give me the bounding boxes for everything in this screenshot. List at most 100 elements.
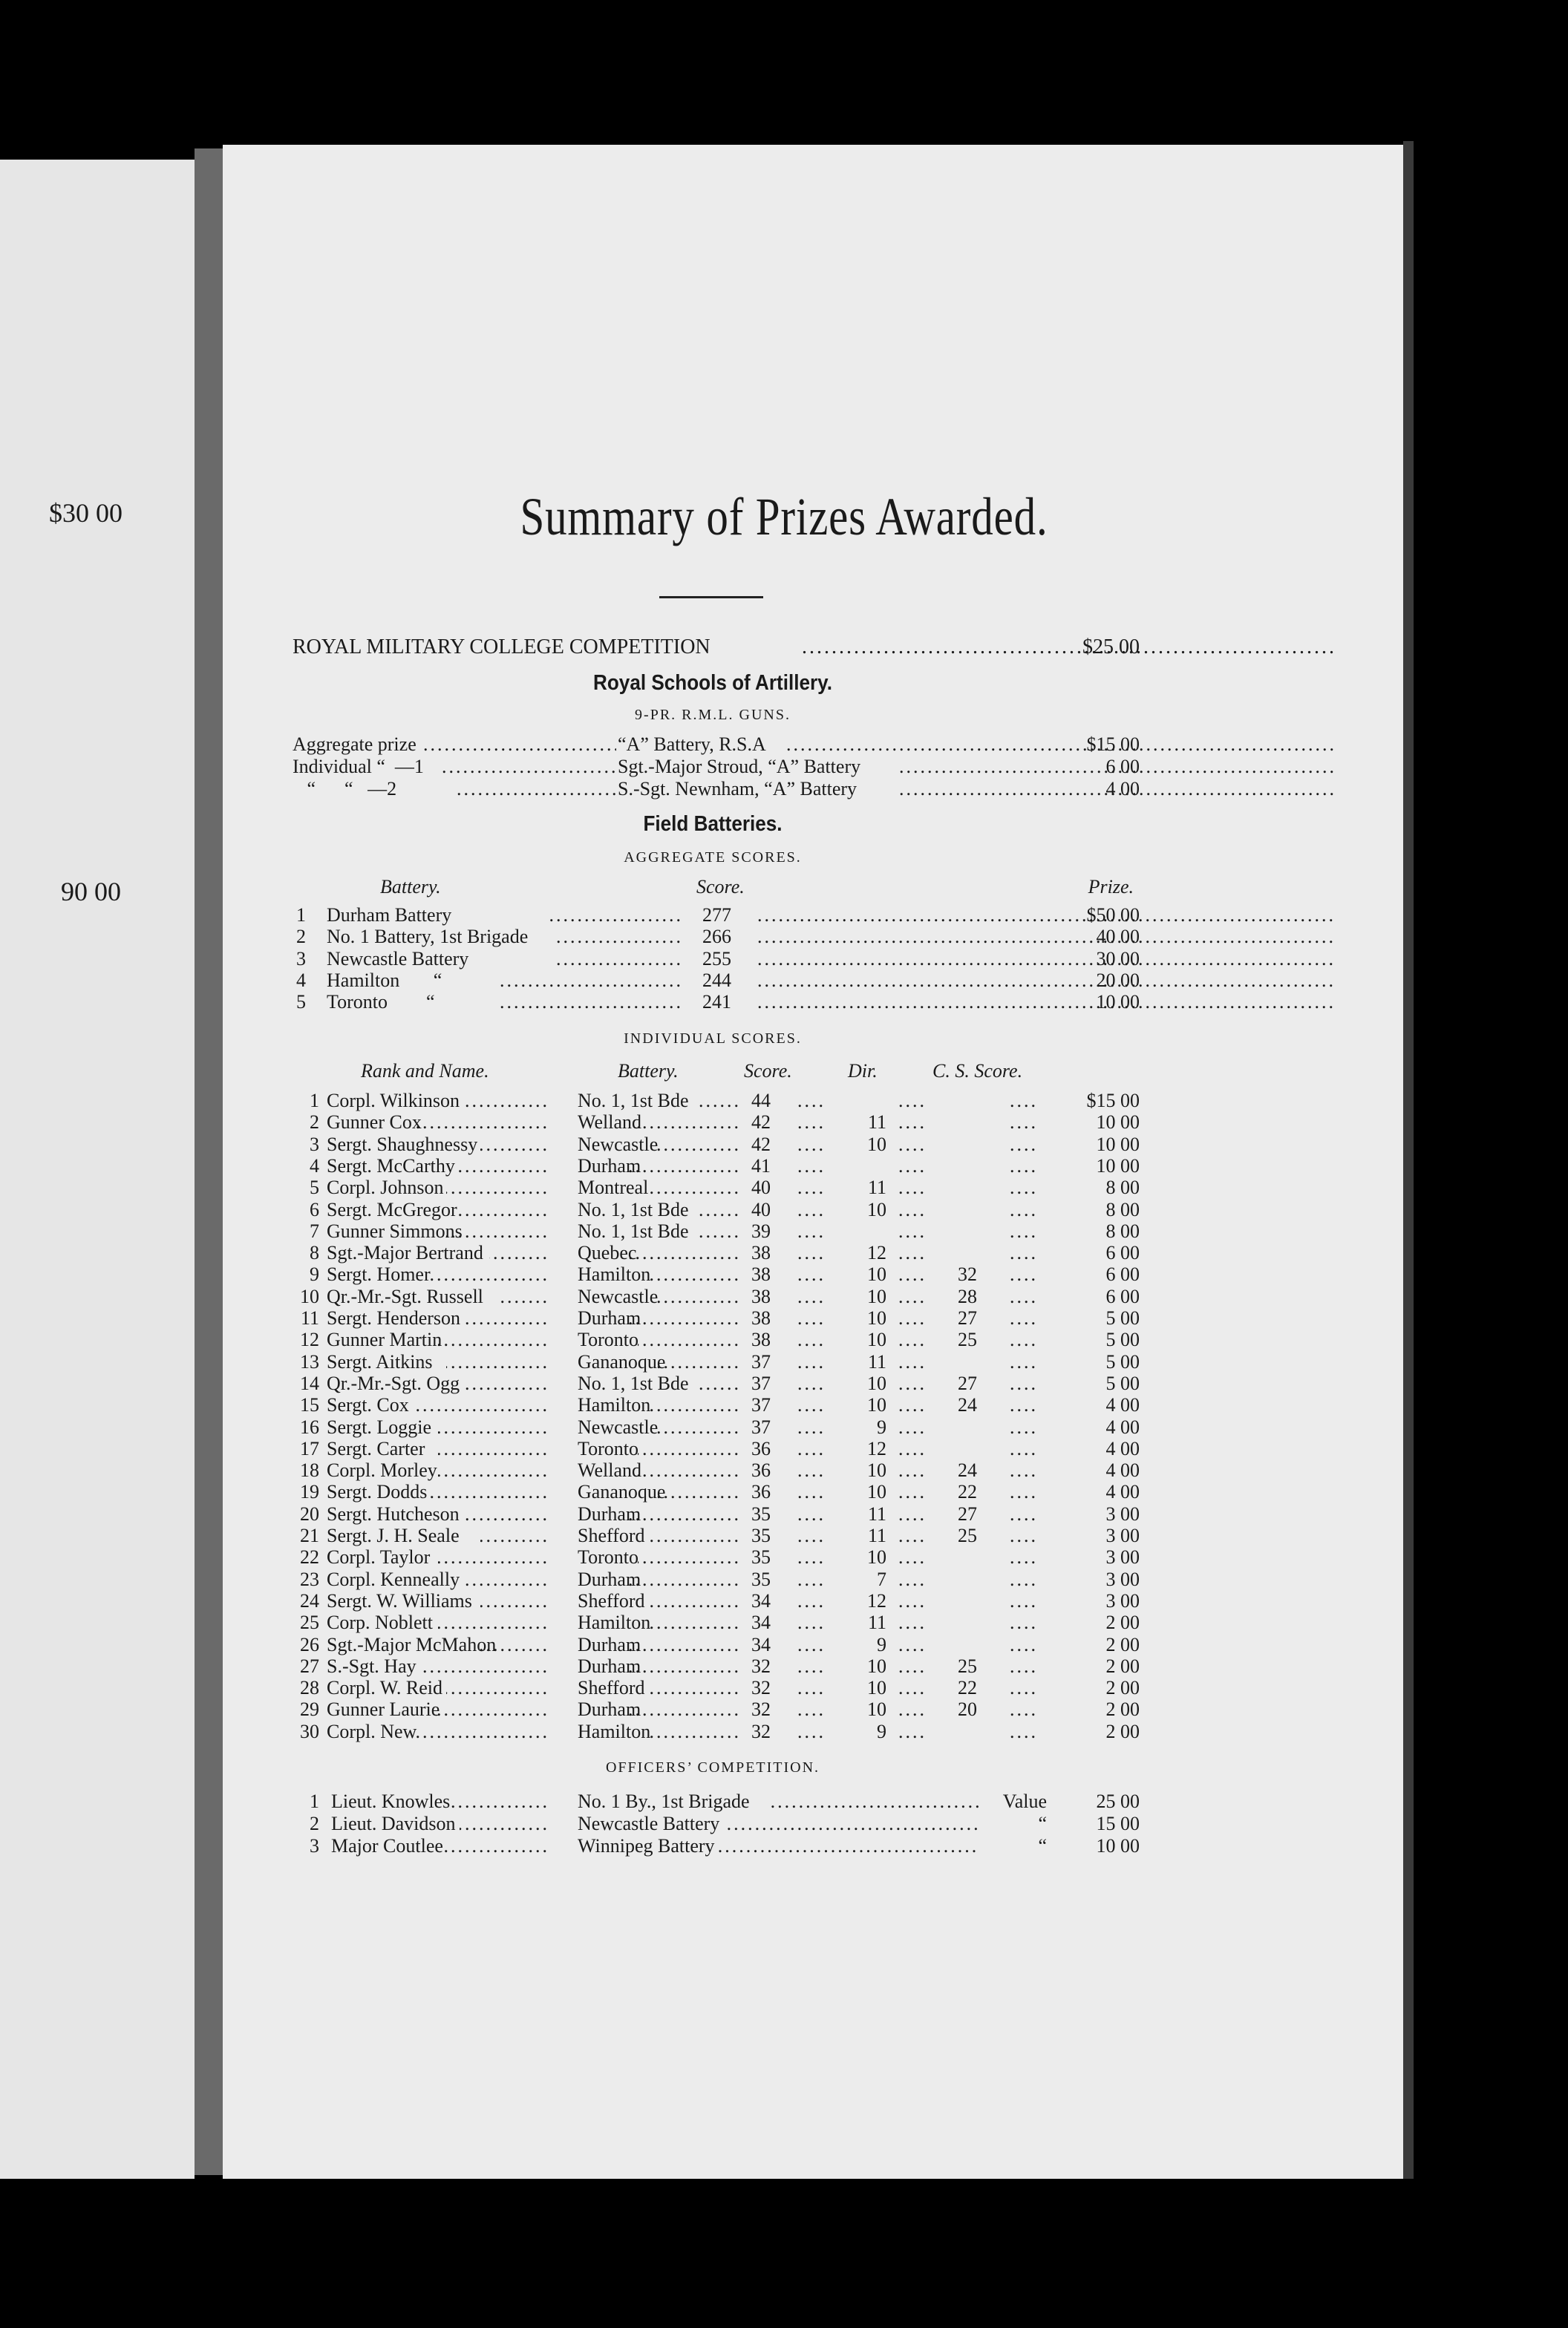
- dots: [1010, 1525, 1038, 1547]
- dots: [797, 1481, 826, 1503]
- individual-prize: 8 00: [1105, 1220, 1140, 1242]
- individual-name: Corpl. Johnson: [327, 1177, 444, 1199]
- leader-dots: [646, 1590, 741, 1612]
- individual-name: Sergt. W. Williams: [327, 1589, 472, 1612]
- individual-name: Corpl. Morley: [327, 1459, 437, 1482]
- individual-dir: 11: [867, 1525, 886, 1546]
- individual-row: 6 Sergt. McGregor No. 1, 1st Bde 40 10 8 00: [290, 1199, 1140, 1221]
- dots: [1010, 1634, 1038, 1656]
- dots: [797, 1242, 826, 1264]
- individual-dir: 9: [877, 1416, 886, 1438]
- individual-dir: 10: [867, 1263, 886, 1286]
- individual-prize: 4 00: [1105, 1394, 1140, 1416]
- officer-battery: No. 1 By., 1st Brigade: [578, 1791, 750, 1812]
- individual-battery: Hamilton: [578, 1263, 651, 1286]
- individual-prize: 6 00: [1105, 1263, 1140, 1286]
- individual-row: 10 Qr.-Mr.-Sgt. Russell Newcastle 38 10 28 6 0…: [290, 1286, 1140, 1308]
- individual-name: Gunner Cox: [327, 1111, 422, 1134]
- header-battery: Battery.: [618, 1060, 679, 1082]
- leader-dots: [697, 1199, 741, 1221]
- dots: [1010, 1286, 1038, 1308]
- leader-dots: [638, 1438, 742, 1460]
- leader-dots: [429, 1481, 549, 1503]
- dots: [1010, 1242, 1038, 1264]
- individual-dir: 11: [867, 1111, 886, 1134]
- aggregate-row: 5 Toronto “ 241 10 00: [290, 991, 1140, 1013]
- row-number: 13: [300, 1350, 319, 1373]
- leader-dots: [655, 1416, 742, 1439]
- row-number: 30: [300, 1720, 319, 1742]
- row-number: 5: [296, 991, 306, 1013]
- leader-dots: [446, 1677, 549, 1699]
- officer-prize-kind: Value: [1002, 1791, 1047, 1812]
- rmc-label: ROYAL MILITARY COLLEGE COMPETITION: [293, 635, 710, 658]
- individual-prize: 4 00: [1105, 1459, 1140, 1482]
- leader-dots: [421, 1655, 550, 1678]
- individual-dir: 10: [867, 1133, 886, 1155]
- individual-battery: Welland: [578, 1459, 641, 1482]
- individual-name: Sergt. Shaughnessy: [327, 1133, 478, 1155]
- leader-dots: [638, 1111, 742, 1134]
- dots: [797, 1134, 826, 1156]
- individual-row: 9 Sergt. Homer Hamilton 38 10 32 6 00: [290, 1263, 1140, 1286]
- leader-dots: [442, 756, 616, 778]
- row-number: 4: [296, 969, 306, 991]
- individual-battery: Shefford: [578, 1525, 645, 1546]
- rsa-winner: S.-Sgt. Newnham, “A” Battery: [618, 778, 858, 800]
- individual-score: 34: [751, 1612, 771, 1634]
- leader-dots: [802, 635, 1336, 659]
- aggregate-score: 241: [702, 991, 731, 1013]
- dots: [1010, 1655, 1038, 1678]
- individual-name: Sergt. Homer: [327, 1263, 431, 1286]
- leader-dots: [771, 1791, 979, 1813]
- leader-dots: [757, 991, 1336, 1013]
- dots: [1010, 1481, 1038, 1503]
- dots: [797, 1438, 826, 1460]
- dots: [797, 1373, 826, 1395]
- dots: [1010, 1677, 1038, 1699]
- dots: [1010, 1503, 1038, 1526]
- individual-name: Gunner Laurie: [327, 1698, 440, 1721]
- dots: [898, 1655, 927, 1678]
- title-rule: [659, 596, 763, 598]
- leader-dots: [646, 1263, 741, 1286]
- aggregate-row: 3 Newcastle Battery 255 30 00: [290, 948, 1140, 970]
- officer-name: Lieut. Knowles: [331, 1791, 451, 1812]
- individual-cs-score: 27: [958, 1503, 977, 1525]
- dots: [898, 1438, 927, 1460]
- aggregate-row: 4 Hamilton “ 244 20 00: [290, 970, 1140, 992]
- row-number: 3: [310, 1835, 319, 1857]
- leader-dots: [429, 1263, 549, 1286]
- individual-row: 7 Gunner Simmons No. 1, 1st Bde 39 8 00: [290, 1220, 1140, 1243]
- dots: [797, 1351, 826, 1373]
- individual-battery: Shefford: [578, 1677, 645, 1699]
- dots: [898, 1569, 927, 1591]
- row-number: 25: [300, 1612, 319, 1634]
- individual-battery: Quebec: [578, 1242, 637, 1264]
- individual-row: 17 Sergt. Carter Toronto 36 12 4 00: [290, 1438, 1140, 1460]
- individual-dir: 10: [867, 1329, 886, 1351]
- individual-dir: 10: [867, 1677, 886, 1699]
- dots: [797, 1220, 826, 1243]
- leader-dots: [629, 1655, 741, 1678]
- row-number: 24: [300, 1589, 319, 1612]
- dots: [898, 1373, 927, 1395]
- individual-prize: 2 00: [1105, 1698, 1140, 1721]
- individual-dir: 10: [867, 1655, 886, 1677]
- leader-dots: [463, 1569, 549, 1591]
- individual-score: 35: [751, 1546, 771, 1569]
- leader-dots: [455, 1155, 550, 1177]
- individual-prize: 5 00: [1105, 1307, 1140, 1329]
- row-number: 26: [300, 1633, 319, 1655]
- rsa-row: Aggregate prize “A” Battery, R.S.A $15 00: [290, 733, 1140, 756]
- individual-score: 41: [751, 1154, 771, 1177]
- dots: [797, 1590, 826, 1612]
- dots: [898, 1220, 927, 1243]
- header-battery: Battery.: [380, 876, 441, 897]
- individual-dir: 11: [867, 1503, 886, 1525]
- dots: [1010, 1416, 1038, 1439]
- officer-prize: 15 00: [1096, 1813, 1140, 1834]
- individual-row: 22 Corpl. Taylor Toronto 35 10 3 00: [290, 1546, 1140, 1569]
- row-number: 9: [310, 1263, 319, 1286]
